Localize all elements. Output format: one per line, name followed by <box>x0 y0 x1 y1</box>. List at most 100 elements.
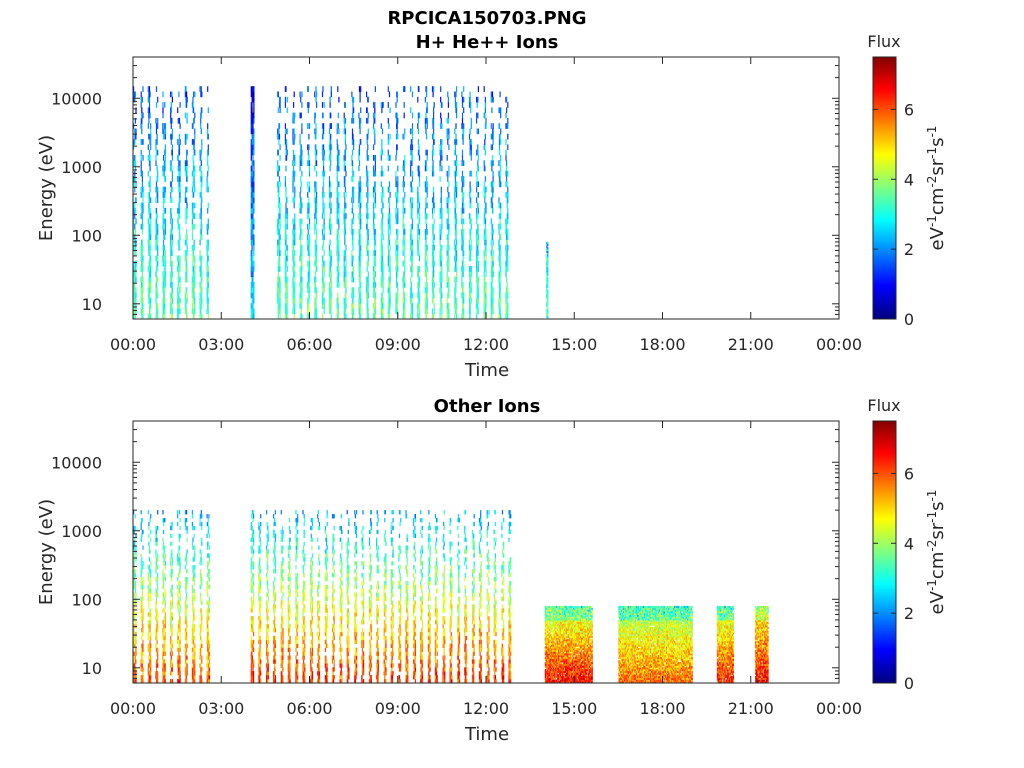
heatmap-cell <box>352 244 354 251</box>
heatmap-cell <box>164 620 166 625</box>
heatmap-cell <box>351 223 353 230</box>
heatmap-cell <box>469 139 471 145</box>
heatmap-cell <box>150 303 152 309</box>
heatmap-cell <box>284 260 286 267</box>
heatmap-cell <box>191 223 193 230</box>
heatmap-cell <box>299 165 301 172</box>
heatmap-cell <box>140 537 142 542</box>
heatmap-cell <box>179 639 181 645</box>
heatmap-cell <box>135 651 137 656</box>
heatmap-cell <box>469 308 471 315</box>
heatmap-cell <box>163 244 165 251</box>
heatmap-cell <box>433 255 435 262</box>
heatmap-cell <box>328 155 331 161</box>
heatmap-cell <box>156 133 158 140</box>
heatmap-cell <box>454 160 456 166</box>
heatmap-cell <box>293 197 295 203</box>
heatmap-cell <box>418 207 420 214</box>
heatmap-cell <box>500 107 502 114</box>
heatmap-cell <box>380 234 382 240</box>
heatmap-cell <box>507 102 509 108</box>
heatmap-cell <box>207 149 209 156</box>
heatmap-cell <box>194 282 196 288</box>
heatmap-cell <box>251 144 253 151</box>
heatmap-cell <box>252 234 254 240</box>
heatmap-cell <box>446 133 448 140</box>
heatmap-cell <box>155 123 158 129</box>
heatmap-cell <box>456 239 458 246</box>
heatmap-cell <box>403 165 405 172</box>
heatmap-cell <box>177 604 179 609</box>
heatmap-cell <box>336 139 338 145</box>
heatmap-cell <box>351 202 354 209</box>
heatmap-cell <box>170 139 172 145</box>
heatmap-cell <box>418 176 421 182</box>
heatmap-cell <box>344 186 346 193</box>
heatmap-cell <box>308 186 311 193</box>
heatmap-cell <box>163 655 165 660</box>
heatmap-cell <box>171 223 173 230</box>
heatmap-cell <box>163 287 165 293</box>
heatmap-cell <box>191 229 193 235</box>
heatmap-cell <box>381 229 384 235</box>
heatmap-cell <box>418 165 420 172</box>
heatmap-cell <box>344 207 346 214</box>
heatmap-cell <box>200 234 202 240</box>
heatmap-cell <box>299 192 301 198</box>
heatmap-cell <box>397 133 399 140</box>
colorbar-swatch <box>873 207 896 211</box>
heatmap-cell <box>192 260 194 267</box>
heatmap-cell <box>191 202 193 209</box>
heatmap-cell <box>491 244 494 251</box>
heatmap-cell <box>301 218 303 225</box>
heatmap-cell <box>476 218 478 225</box>
heatmap-cell <box>411 223 414 230</box>
heatmap-cell <box>353 139 355 145</box>
heatmap-cell <box>358 218 361 225</box>
heatmap-cell <box>177 608 179 613</box>
heatmap-cell <box>171 165 173 172</box>
heatmap-cell <box>177 271 179 278</box>
heatmap-cell <box>141 588 143 593</box>
heatmap-cell <box>163 218 165 225</box>
heatmap-cell <box>186 667 188 672</box>
heatmap-cell <box>135 596 137 601</box>
heatmap-cell <box>337 250 339 256</box>
heatmap-cell <box>251 223 253 230</box>
heatmap-cell <box>164 133 166 140</box>
heatmap-cell <box>491 303 493 309</box>
heatmap-cell <box>279 250 281 256</box>
heatmap-cell <box>411 170 414 177</box>
heatmap-cell <box>163 596 165 601</box>
heatmap-cell <box>250 139 252 145</box>
heatmap-cell <box>170 255 172 262</box>
heatmap-cell <box>207 282 209 288</box>
heatmap-cell <box>490 144 492 151</box>
heatmap-cell <box>491 313 493 320</box>
heatmap-cell <box>164 155 166 161</box>
colorbar-swatch <box>873 257 896 261</box>
heatmap-cell <box>373 102 375 108</box>
heatmap-cell <box>301 276 303 283</box>
heatmap-cell <box>277 244 279 251</box>
heatmap-cell <box>426 303 428 309</box>
heatmap-cell <box>279 107 281 114</box>
heatmap-cell <box>250 260 252 267</box>
heatmap-cell <box>294 239 296 246</box>
heatmap-cell <box>426 244 428 251</box>
heatmap-cell <box>207 207 209 214</box>
heatmap-cell <box>134 663 136 668</box>
colorbar-swatch <box>873 105 896 108</box>
heatmap-cell <box>506 107 508 114</box>
heatmap-cell <box>330 181 332 188</box>
heatmap-cell <box>431 207 434 214</box>
heatmap-cell <box>410 107 412 114</box>
heatmap-cell <box>314 117 316 124</box>
heatmap-cell <box>477 207 479 214</box>
heatmap-cell <box>418 144 420 151</box>
heatmap-cell <box>206 271 208 278</box>
heatmap-cell <box>134 541 136 546</box>
heatmap-cell <box>389 244 391 251</box>
heatmap-cell <box>477 229 479 235</box>
heatmap-cell <box>547 250 549 253</box>
